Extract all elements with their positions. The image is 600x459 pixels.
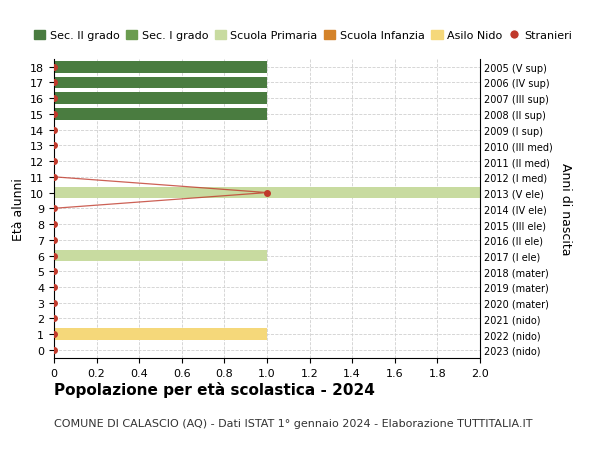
Bar — [54, 187, 480, 199]
Bar — [54, 93, 267, 105]
Legend: Sec. II grado, Sec. I grado, Scuola Primaria, Scuola Infanzia, Asilo Nido, Stran: Sec. II grado, Sec. I grado, Scuola Prim… — [30, 27, 577, 46]
Text: Popolazione per età scolastica - 2024: Popolazione per età scolastica - 2024 — [54, 381, 375, 397]
Y-axis label: Anni di nascita: Anni di nascita — [559, 162, 572, 255]
Text: COMUNE DI CALASCIO (AQ) - Dati ISTAT 1° gennaio 2024 - Elaborazione TUTTITALIA.I: COMUNE DI CALASCIO (AQ) - Dati ISTAT 1° … — [54, 418, 533, 428]
Bar — [54, 329, 267, 341]
Bar — [54, 250, 267, 262]
Bar — [54, 77, 267, 89]
Bar — [54, 62, 267, 73]
Bar — [54, 109, 267, 121]
Y-axis label: Età alunni: Età alunni — [11, 178, 25, 240]
